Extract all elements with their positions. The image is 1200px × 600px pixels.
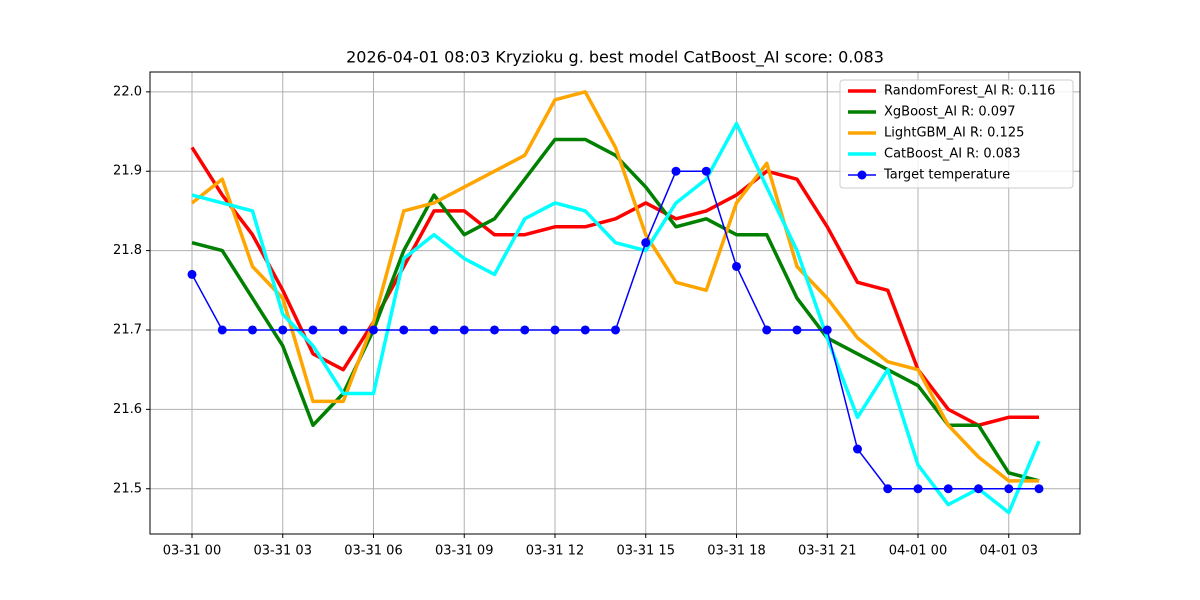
legend-label: Target temperature xyxy=(883,168,1010,183)
data-point xyxy=(701,166,711,176)
data-point xyxy=(611,325,620,335)
data-point xyxy=(490,325,499,335)
y-tick-label: 21.7 xyxy=(113,322,142,337)
data-point xyxy=(822,325,832,335)
legend-label: XgBoost_AI R: 0.097 xyxy=(884,105,1016,120)
data-point xyxy=(883,484,893,494)
y-tick-label: 21.6 xyxy=(113,402,142,417)
legend-label: LightGBM_AI R: 0.125 xyxy=(884,126,1024,141)
data-point xyxy=(187,269,197,279)
data-point xyxy=(943,484,953,494)
data-point xyxy=(399,325,409,335)
x-tick-label: 03-31 03 xyxy=(254,544,312,559)
data-point xyxy=(308,325,318,335)
legend: RandomForest_AI R: 0.116 XgBoost_AI R: 0.… xyxy=(839,79,1074,189)
x-tick-label: 03-31 06 xyxy=(344,544,402,559)
y-tick-label: 21.5 xyxy=(113,481,142,496)
data-point xyxy=(369,325,378,335)
series-line xyxy=(190,90,1039,483)
y-tick-label: 22.0 xyxy=(113,84,142,99)
data-point xyxy=(641,238,651,248)
legend-label: RandomForest_AI R: 0.116 xyxy=(884,84,1055,99)
x-tick-label: 04-01 00 xyxy=(889,544,947,559)
data-point xyxy=(459,325,469,335)
plot-frame xyxy=(149,71,1081,535)
data-point xyxy=(248,325,257,335)
series-line xyxy=(191,121,1041,515)
y-tick-label: 21.9 xyxy=(113,164,142,179)
data-point xyxy=(913,484,923,494)
data-point xyxy=(1004,484,1014,494)
legend-label: CatBoost_AI R: 0.083 xyxy=(884,147,1021,162)
series-line xyxy=(190,146,1039,427)
x-tick-label: 03-31 18 xyxy=(707,544,765,559)
data-point xyxy=(853,444,862,454)
legend-marker xyxy=(857,170,867,180)
data-point xyxy=(792,325,802,335)
data-point xyxy=(1034,484,1044,494)
x-tick-label: 03-31 21 xyxy=(798,544,856,559)
series-line xyxy=(191,137,1040,483)
legend-box xyxy=(839,79,1074,189)
x-tick-label: 03-31 15 xyxy=(617,544,675,559)
data-point xyxy=(580,325,590,335)
data-point xyxy=(338,325,348,335)
data-point xyxy=(732,261,741,271)
data-point xyxy=(671,166,681,176)
data-point xyxy=(278,325,288,335)
data-point xyxy=(762,325,772,335)
data-point xyxy=(520,325,530,335)
x-tick-label: 04-01 03 xyxy=(980,544,1038,559)
y-tick-label: 21.8 xyxy=(113,243,142,258)
x-tick-label: 03-31 00 xyxy=(163,544,221,559)
data-point xyxy=(550,325,560,335)
data-point xyxy=(217,325,227,335)
data-point xyxy=(429,325,439,335)
x-tick-label: 03-31 12 xyxy=(526,544,584,559)
data-point xyxy=(974,484,983,494)
x-tick-label: 03-31 09 xyxy=(435,544,493,559)
chart-title: 2026-04-01 08:03 Kryzioku g. best model … xyxy=(346,48,884,68)
